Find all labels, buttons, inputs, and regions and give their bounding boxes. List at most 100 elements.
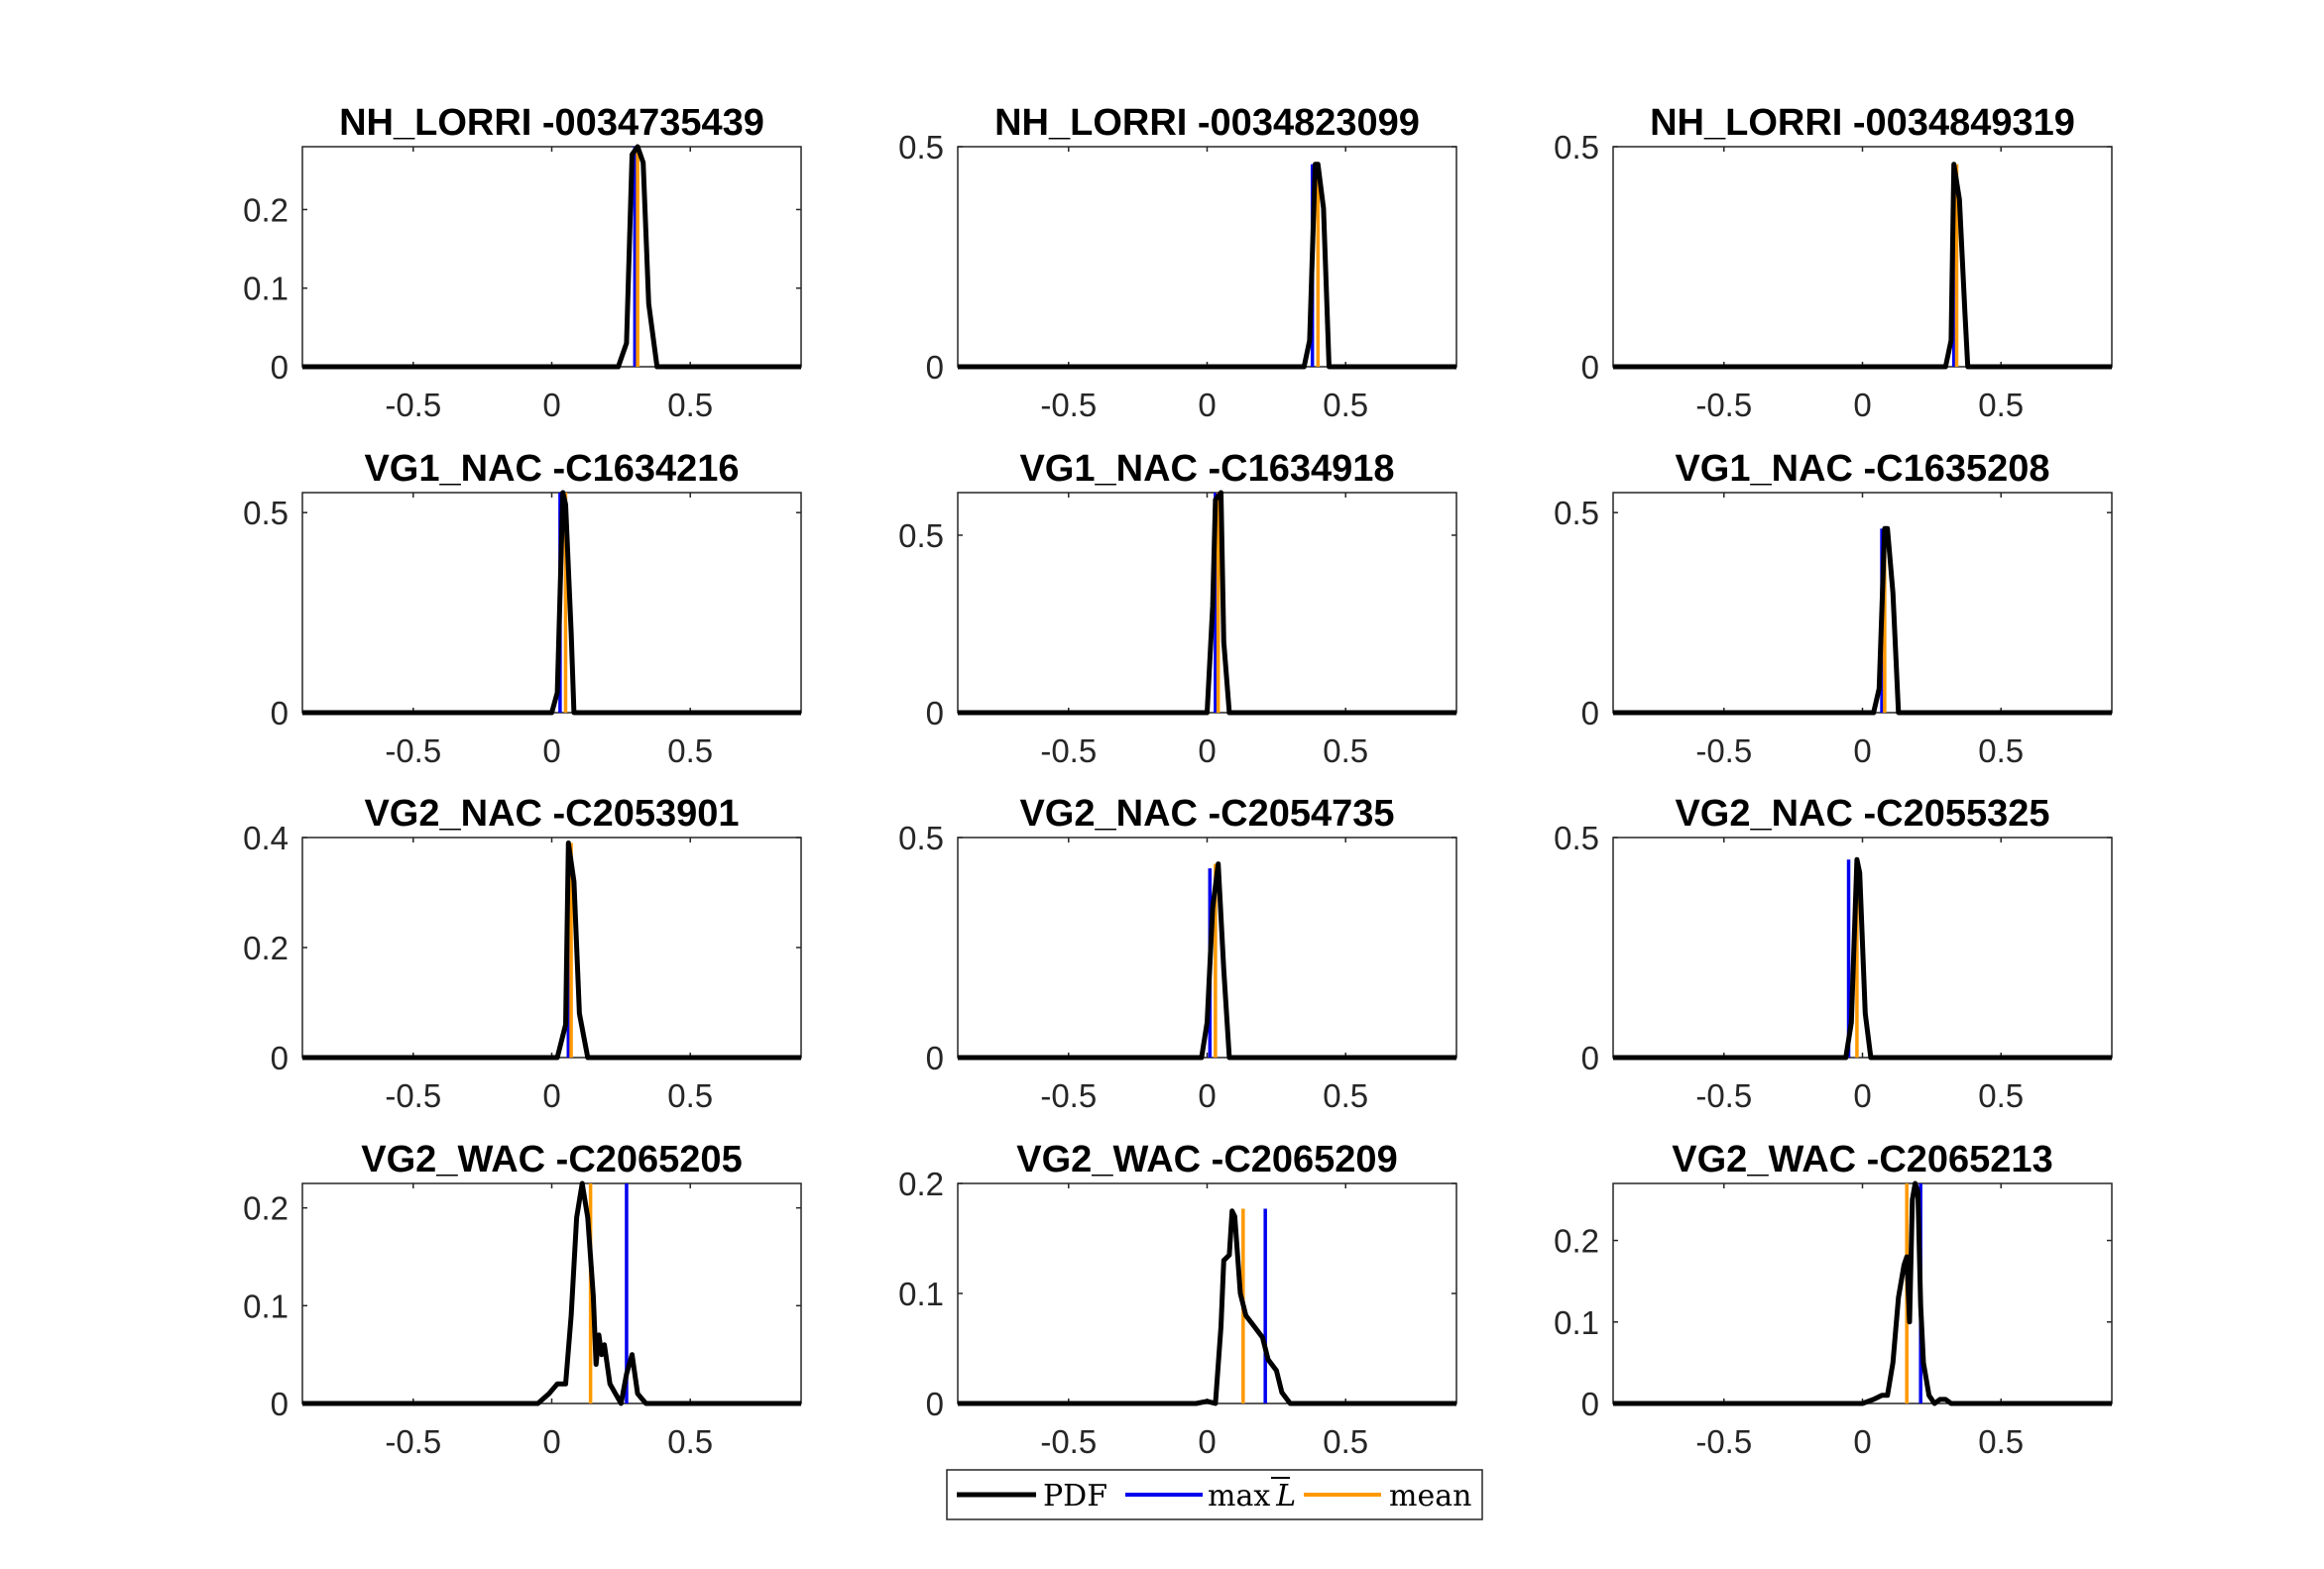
x-tick-label: 0.5 xyxy=(1978,387,2024,423)
legend-maxl-label: max L xyxy=(1208,1479,1296,1513)
subplot-title: VG2_WAC -C2065213 xyxy=(1672,1139,2052,1180)
y-tick-label: 0.5 xyxy=(898,820,944,856)
y-tick-label: 0.5 xyxy=(1554,129,1599,166)
axes-box xyxy=(301,1182,802,1404)
pdf-curve xyxy=(302,144,801,370)
y-tick-label: 0 xyxy=(926,1386,944,1422)
pdf-curve xyxy=(958,162,1456,370)
y-tick-label: 0 xyxy=(926,695,944,731)
y-tick-label: 0.5 xyxy=(1554,495,1599,531)
y-tick-label: 0.2 xyxy=(898,1166,944,1202)
x-tick-label: 0.5 xyxy=(667,1077,713,1114)
pdf-curve xyxy=(302,841,801,1061)
y-tick-label: 0.2 xyxy=(243,930,289,966)
subplot-title: VG2_WAC -C2065209 xyxy=(1016,1139,1397,1180)
y-tick-label: 0 xyxy=(926,1040,944,1076)
pdf-curve xyxy=(958,490,1456,716)
legend-pdf-label: PDF xyxy=(1043,1479,1107,1513)
y-tick-label: 0.2 xyxy=(243,1190,289,1227)
x-tick-label: -0.5 xyxy=(1040,1423,1097,1460)
y-tick-label: 0.5 xyxy=(898,129,944,166)
x-tick-label: -0.5 xyxy=(385,1423,441,1460)
x-tick-label: 0.5 xyxy=(1323,732,1368,769)
y-tick-label: 0 xyxy=(1581,349,1599,386)
y-tick-label: 0.1 xyxy=(1554,1304,1599,1341)
x-tick-label: 0 xyxy=(1198,732,1216,769)
y-tick-label: 0 xyxy=(271,349,289,386)
x-tick-label: 0 xyxy=(542,732,560,769)
subplot-11: VG2_WAC -C2065209 -0.5 0 0.5 0 0.1 0.2 xyxy=(898,1139,1457,1460)
x-tick-label: -0.5 xyxy=(1040,387,1097,423)
legend-maxl-overbar-l: L xyxy=(1275,1479,1296,1513)
x-tick-label: -0.5 xyxy=(1040,1077,1097,1114)
y-tick-label: 0.5 xyxy=(1554,820,1599,856)
legend: PDF max L mean xyxy=(946,1469,1483,1520)
axes-box xyxy=(301,146,802,368)
pdf-curve xyxy=(1613,162,2112,370)
x-tick-label: 0.5 xyxy=(1323,1423,1368,1460)
subplot-title: VG2_NAC -C2054735 xyxy=(1019,793,1394,835)
subplot-title: VG1_NAC -C1634216 xyxy=(364,448,739,490)
y-tick-label: 0 xyxy=(1581,1386,1599,1422)
x-tick-label: -0.5 xyxy=(385,1077,441,1114)
subplot-title: NH_LORRI -0034849319 xyxy=(1650,102,2075,144)
x-tick-label: 0 xyxy=(542,1423,560,1460)
y-tick-label: 0.5 xyxy=(898,517,944,554)
subplot-1: NH_LORRI -0034735439 -0.5 0 0.5 0 0.1 0.2 xyxy=(243,102,802,423)
y-tick-label: 0.2 xyxy=(243,191,289,228)
y-tick-label: 0.1 xyxy=(243,271,289,307)
subplot-title: VG2_NAC -C2053901 xyxy=(364,793,739,835)
subplot-title: NH_LORRI -0034823099 xyxy=(994,102,1420,144)
x-tick-label: -0.5 xyxy=(1695,732,1752,769)
x-tick-label: 0 xyxy=(542,387,560,423)
subplot-8: VG2_NAC -C2054735 -0.5 0 0.5 0 0.5 xyxy=(898,793,1457,1114)
x-tick-label: 0.5 xyxy=(667,387,713,423)
y-tick-label: 0 xyxy=(271,1386,289,1422)
subplot-title: NH_LORRI -0034735439 xyxy=(339,102,764,144)
subplot-10: VG2_WAC -C2065205 -0.5 0 0.5 0 0.1 0.2 xyxy=(243,1139,802,1460)
subplot-title: VG2_WAC -C2065205 xyxy=(361,1139,742,1180)
subplot-title: VG1_NAC -C1635208 xyxy=(1675,448,2049,490)
x-tick-label: 0 xyxy=(1198,387,1216,423)
subplot-5: VG1_NAC -C1634918 -0.5 0 0.5 0 0.5 xyxy=(898,448,1457,769)
y-tick-label: 0 xyxy=(926,349,944,386)
x-tick-label: -0.5 xyxy=(385,732,441,769)
pdf-curve xyxy=(1613,1180,2112,1406)
y-tick-label: 0 xyxy=(1581,1040,1599,1076)
x-tick-label: 0.5 xyxy=(1978,1077,2024,1114)
y-tick-label: 0 xyxy=(1581,695,1599,731)
pdf-curve xyxy=(1613,525,2112,716)
x-tick-label: 0.5 xyxy=(1323,387,1368,423)
y-tick-label: 0.5 xyxy=(243,495,289,531)
subplot-title: VG1_NAC -C1634918 xyxy=(1019,448,1394,490)
x-tick-label: -0.5 xyxy=(1695,387,1752,423)
y-tick-label: 0 xyxy=(271,695,289,731)
x-tick-label: 0.5 xyxy=(667,1423,713,1460)
y-tick-label: 0.2 xyxy=(1554,1223,1599,1260)
x-tick-label: 0 xyxy=(1198,1077,1216,1114)
pdf-curve xyxy=(958,1208,1456,1406)
pdf-curve xyxy=(302,1180,801,1406)
x-tick-label: 0 xyxy=(1853,1077,1871,1114)
x-tick-label: 0.5 xyxy=(1323,1077,1368,1114)
x-tick-label: -0.5 xyxy=(1695,1423,1752,1460)
x-tick-label: 0 xyxy=(1853,732,1871,769)
subplot-2: NH_LORRI -0034823099 -0.5 0 0.5 0 0.5 xyxy=(898,102,1457,423)
subplot-3: NH_LORRI -0034849319 -0.5 0 0.5 0 0.5 xyxy=(1554,102,2113,423)
x-tick-label: 0 xyxy=(542,1077,560,1114)
legend-mean-label: mean xyxy=(1389,1479,1471,1513)
y-tick-label: 0 xyxy=(271,1040,289,1076)
axes-box xyxy=(1612,492,2113,714)
subplot-12: VG2_WAC -C2065213 -0.5 0 0.5 0 0.1 0.2 xyxy=(1554,1139,2113,1460)
y-tick-label: 0.1 xyxy=(243,1288,289,1324)
subplot-4: VG1_NAC -C1634216 -0.5 0 0.5 0 0.5 xyxy=(243,448,802,769)
subplot-title: VG2_NAC -C2055325 xyxy=(1675,793,2049,835)
subplot-6: VG1_NAC -C1635208 -0.5 0 0.5 0 0.5 xyxy=(1554,448,2113,769)
x-tick-label: -0.5 xyxy=(1040,732,1097,769)
subplot-grid: NH_LORRI -0034735439 -0.5 0 0.5 0 0.1 0.2 NH_LO… xyxy=(243,102,2113,1460)
x-tick-label: 0.5 xyxy=(1978,1423,2024,1460)
x-tick-label: 0 xyxy=(1853,387,1871,423)
x-tick-label: 0.5 xyxy=(667,732,713,769)
x-tick-label: 0 xyxy=(1198,1423,1216,1460)
